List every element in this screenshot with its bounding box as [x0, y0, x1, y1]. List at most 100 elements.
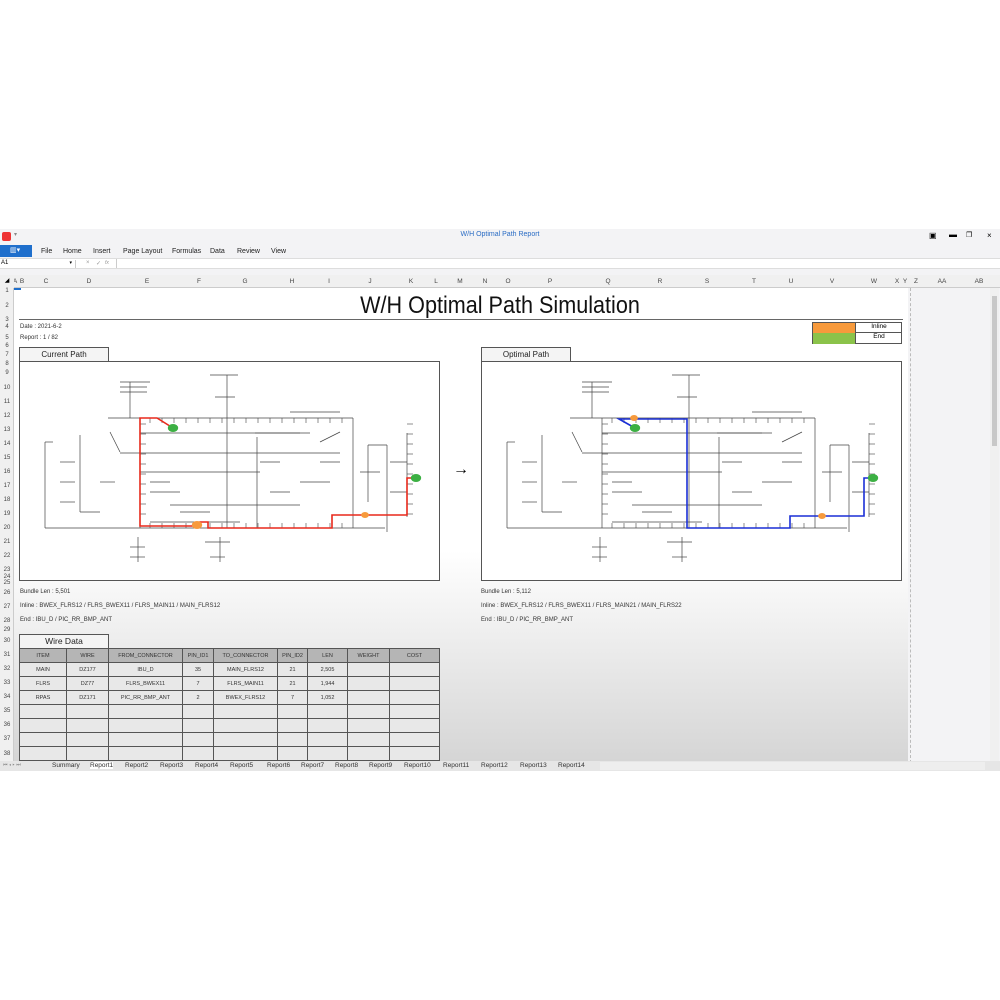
column-header-F[interactable]: F: [197, 278, 201, 285]
table-cell[interactable]: [307, 704, 348, 719]
row-header-36[interactable]: 36: [3, 722, 11, 728]
column-header-AA[interactable]: AA: [937, 278, 947, 285]
table-cell[interactable]: [182, 746, 214, 761]
column-header-P[interactable]: P: [547, 278, 553, 285]
table-cell[interactable]: 7: [182, 676, 214, 691]
column-header-E[interactable]: E: [144, 278, 150, 285]
column-header-Z[interactable]: Z: [914, 278, 918, 285]
table-cell[interactable]: [108, 746, 183, 761]
row-header-31[interactable]: 31: [3, 652, 11, 658]
row-header-18[interactable]: 18: [3, 497, 11, 503]
table-cell[interactable]: PIC_RR_BMP_ANT: [108, 690, 183, 705]
sheet-tab-report13[interactable]: Report13: [520, 762, 547, 769]
column-header-J[interactable]: J: [368, 278, 372, 285]
table-cell[interactable]: [389, 690, 440, 705]
scroll-thumb[interactable]: [992, 296, 997, 446]
table-cell[interactable]: 21: [277, 662, 308, 677]
table-cell[interactable]: [19, 704, 67, 719]
row-header-27[interactable]: 27: [3, 604, 11, 610]
formula-input[interactable]: [116, 259, 996, 268]
table-cell[interactable]: [389, 732, 440, 747]
table-cell[interactable]: [19, 718, 67, 733]
table-cell[interactable]: [389, 704, 440, 719]
menu-review[interactable]: Review: [237, 248, 260, 255]
column-header-G[interactable]: G: [242, 278, 248, 285]
row-header-25[interactable]: 25: [3, 580, 11, 586]
sheet-tab-report3[interactable]: Report3: [160, 762, 184, 769]
table-cell[interactable]: [213, 704, 278, 719]
table-cell[interactable]: [213, 718, 278, 733]
table-cell[interactable]: [347, 662, 390, 677]
table-cell[interactable]: [389, 676, 440, 691]
column-header-V[interactable]: V: [829, 278, 835, 285]
column-header-X[interactable]: X: [894, 278, 900, 285]
row-header-7[interactable]: 7: [5, 352, 9, 358]
table-cell[interactable]: BWEX_FLRS12: [213, 690, 278, 705]
table-cell[interactable]: [66, 704, 109, 719]
column-header-AB[interactable]: AB: [974, 278, 984, 285]
sheet-tab-report6[interactable]: Report6: [267, 762, 291, 769]
column-header-B[interactable]: B: [19, 278, 25, 285]
row-header-34[interactable]: 34: [3, 694, 11, 700]
sheet-tab-report14[interactable]: Report14: [558, 762, 585, 769]
column-header-Q[interactable]: Q: [605, 278, 611, 285]
table-cell[interactable]: [389, 718, 440, 733]
column-header-S[interactable]: S: [704, 278, 710, 285]
table-cell[interactable]: [182, 704, 214, 719]
menu-data[interactable]: Data: [210, 248, 225, 255]
table-cell[interactable]: 2,505: [307, 662, 348, 677]
table-cell[interactable]: [66, 718, 109, 733]
sheet-tab-report5[interactable]: Report5: [230, 762, 254, 769]
row-header-35[interactable]: 35: [3, 708, 11, 714]
vertical-scrollbar[interactable]: [990, 288, 999, 763]
row-header-12[interactable]: 12: [3, 413, 11, 419]
row-header-6[interactable]: 6: [5, 343, 9, 349]
column-header-C[interactable]: C: [43, 278, 49, 285]
selected-cell-a1[interactable]: [14, 288, 21, 290]
ribbon-display-icon[interactable]: ▣: [929, 231, 937, 240]
menu-insert[interactable]: Insert: [93, 248, 111, 255]
table-cell[interactable]: FLRS: [19, 676, 67, 691]
row-header-2[interactable]: 2: [5, 303, 9, 309]
column-header-U[interactable]: U: [788, 278, 794, 285]
menu-page-layout[interactable]: Page Layout: [123, 248, 163, 255]
table-cell[interactable]: [182, 718, 214, 733]
sheet-tab-report4[interactable]: Report4: [195, 762, 219, 769]
row-header-10[interactable]: 10: [3, 385, 11, 391]
row-header-20[interactable]: 20: [3, 525, 11, 531]
table-cell[interactable]: [347, 690, 390, 705]
horizontal-scrollbar[interactable]: [600, 762, 985, 770]
row-header-19[interactable]: 19: [3, 511, 11, 517]
row-header-8[interactable]: 8: [5, 361, 9, 367]
table-cell[interactable]: [389, 746, 440, 761]
column-header-A[interactable]: A: [12, 278, 18, 285]
table-cell[interactable]: [307, 732, 348, 747]
table-cell[interactable]: DZ77: [66, 676, 109, 691]
table-cell[interactable]: 21: [277, 676, 308, 691]
column-header-K[interactable]: K: [408, 278, 414, 285]
sheet-tab-report1[interactable]: Report1: [90, 762, 114, 769]
table-cell[interactable]: 35: [182, 662, 214, 677]
row-header-3[interactable]: 3: [5, 317, 9, 323]
row-header-23[interactable]: 23: [3, 567, 11, 573]
select-all-button[interactable]: ◢: [0, 275, 14, 288]
table-cell[interactable]: [277, 704, 308, 719]
row-header-38[interactable]: 38: [3, 751, 11, 757]
row-header-4[interactable]: 4: [5, 324, 9, 330]
menu-view[interactable]: View: [271, 248, 287, 255]
table-cell[interactable]: 2: [182, 690, 214, 705]
column-header-W[interactable]: W: [870, 278, 878, 285]
close-button[interactable]: ×: [987, 231, 992, 240]
sheet-tab-report7[interactable]: Report7: [301, 762, 325, 769]
row-header-13[interactable]: 13: [3, 427, 11, 433]
column-header-Y[interactable]: Y: [902, 278, 908, 285]
column-header-N[interactable]: N: [482, 278, 488, 285]
app-menu-button[interactable]: ▥▾: [0, 245, 32, 257]
tab-nav-icons[interactable]: ⏮ ◂ ▸ ⏭: [3, 762, 21, 768]
row-header-16[interactable]: 16: [3, 469, 11, 475]
table-cell[interactable]: [108, 732, 183, 747]
sheet-tab-report12[interactable]: Report12: [481, 762, 508, 769]
table-cell[interactable]: [66, 746, 109, 761]
column-header-I[interactable]: I: [328, 278, 330, 285]
table-cell[interactable]: [108, 718, 183, 733]
